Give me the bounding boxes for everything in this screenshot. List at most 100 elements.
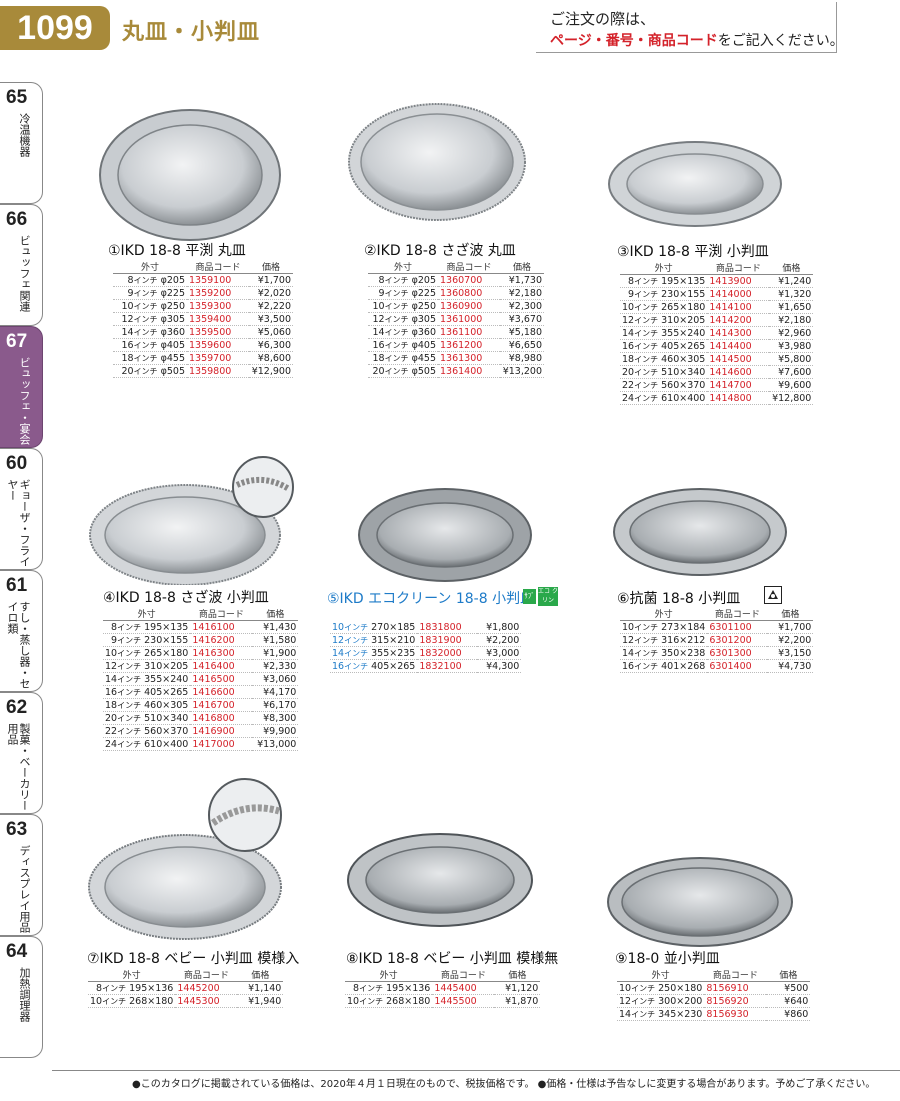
product-code: 1445400	[432, 981, 495, 995]
price: ¥3,500	[249, 312, 293, 326]
tab-67[interactable]: 67 ビュッフェ・宴会	[0, 326, 43, 448]
unit: インチ	[634, 354, 659, 364]
table-row: 16インチ φ405 1361200 ¥6,650	[368, 338, 544, 352]
unit: インチ	[359, 983, 384, 993]
tab-60[interactable]: 60 ギョーザ・フライヤー	[0, 448, 43, 570]
tab-label: ギョーザ・フライヤー	[6, 479, 31, 567]
product-code: 6301400	[707, 659, 768, 673]
product-code: 1416100	[190, 620, 253, 634]
table-row: 24インチ 610×400 1414800 ¥12,800	[620, 391, 814, 405]
price: ¥1,870	[494, 994, 541, 1008]
product-code: 1361400	[438, 364, 500, 378]
product-code: 1416800	[190, 711, 253, 725]
product-code: 6301200	[707, 633, 768, 647]
notice-box	[536, 2, 837, 53]
product-title: ③IKD 18-8 平渕 小判皿	[617, 244, 769, 260]
unit: インチ	[631, 996, 656, 1006]
table-header: 外寸 商品コード 価格	[617, 968, 811, 982]
inch: 18	[622, 353, 635, 365]
unit: インチ	[117, 739, 142, 749]
product-code: 1361100	[438, 325, 500, 339]
size: 230×155	[661, 288, 706, 300]
product-code: 1413900	[707, 274, 770, 288]
size: 350×238	[661, 647, 706, 659]
tab-label: 製菓・ベーカリー用品	[6, 723, 31, 811]
inch: 12	[619, 995, 632, 1007]
table-row: 20インチ 510×340 1416800 ¥8,300	[103, 711, 299, 725]
table-row: 8インチ 195×136 1445400 ¥1,120	[345, 981, 541, 995]
price: ¥2,300	[500, 299, 544, 313]
table-row: 12インチ 316×212 6301200 ¥2,200	[620, 633, 814, 647]
table-row: 18インチ φ455 1361300 ¥8,980	[368, 351, 544, 365]
product-code: 1414100	[707, 300, 770, 314]
spec-table: 外寸 商品コード 価格 8インチ 195×136 1445400 ¥1,120 10イン…	[345, 968, 541, 1008]
table-row: 10インチ 265×180 1416300 ¥1,900	[103, 646, 299, 660]
size: φ205	[411, 274, 436, 286]
inch: 16	[622, 660, 635, 672]
unit: インチ	[133, 275, 158, 285]
price: ¥1,240	[769, 274, 814, 288]
tab-62[interactable]: 62 製菓・ベーカリー用品	[0, 692, 43, 814]
product-code: 1414500	[707, 352, 770, 366]
table-row: 18インチ 460×305 1414500 ¥5,800	[620, 352, 814, 366]
tab-65[interactable]: 65 冷温機器	[0, 82, 43, 204]
price: ¥1,430	[252, 620, 299, 634]
unit: インチ	[344, 622, 369, 632]
product-code: 1414000	[707, 287, 770, 301]
tab-61[interactable]: 61 すし・蒸し器・セイロ類	[0, 570, 43, 692]
product-title: ⑥抗菌 18-8 小判皿	[617, 591, 741, 607]
table-row: 12インチ 300×200 8156920 ¥640	[617, 994, 811, 1008]
price: ¥1,700	[249, 273, 293, 287]
price: ¥4,300	[477, 659, 522, 673]
inch: 12	[372, 313, 385, 325]
col-code: 商品コード	[190, 607, 253, 621]
price: ¥6,650	[500, 338, 544, 352]
table-row: 9インチ 230×155 1414000 ¥1,320	[620, 287, 814, 301]
col-size: 外寸	[345, 968, 433, 982]
inch: 10	[622, 621, 635, 633]
size: 195×136	[129, 982, 174, 994]
price: ¥5,180	[500, 325, 544, 339]
inch: 9	[628, 288, 635, 300]
col-size: 外寸	[368, 260, 438, 274]
col-code: 商品コード	[707, 607, 768, 621]
product-code: 8156910	[704, 981, 767, 995]
baby-oval-plate-plain-image	[347, 833, 533, 927]
tab-64[interactable]: 64 加熱調理器	[0, 936, 43, 1058]
oval-plate-wave-rim-image	[89, 456, 294, 585]
tab-63[interactable]: 63 ディスプレイ用品	[0, 814, 43, 936]
standard-oval-plate-image	[607, 857, 793, 947]
col-code: 商品コード	[704, 968, 767, 982]
unit: インチ	[133, 301, 158, 311]
size: 460×305	[661, 353, 706, 365]
unit: インチ	[133, 353, 158, 363]
product-title: ④IKD 18-8 さざ波 小判皿	[103, 590, 269, 606]
unit: インチ	[634, 328, 659, 338]
col-size: 外寸	[88, 968, 176, 982]
size: 250×180	[658, 982, 703, 994]
price: ¥6,170	[252, 698, 299, 712]
page-title: 丸皿・小判皿	[122, 20, 261, 45]
col-size: 外寸	[620, 261, 708, 275]
inch: 10	[372, 300, 385, 312]
inch: 16	[105, 686, 118, 698]
product-code: 1416300	[190, 646, 253, 660]
tab-number: 63	[6, 819, 28, 840]
unit: インチ	[384, 327, 409, 337]
table-row: 12インチ φ305 1359400 ¥3,500	[113, 312, 293, 326]
inch: 18	[105, 699, 118, 711]
col-price: 価格	[252, 607, 299, 621]
notice-rest: をご記入ください。	[717, 33, 844, 49]
size: 401×268	[661, 660, 706, 672]
table-row: 10インチ 273×184 6301100 ¥1,700	[620, 620, 814, 634]
tab-66[interactable]: 66 ビュッフェ関連	[0, 204, 43, 326]
size: φ225	[411, 287, 436, 299]
col-code: 商品コード	[187, 260, 249, 274]
unit: インチ	[117, 687, 142, 697]
col-size: 外寸	[617, 968, 705, 982]
product-code: 1361200	[438, 338, 500, 352]
product-code: 1359200	[187, 286, 249, 300]
inch: 24	[105, 738, 118, 750]
notice-line1: ご注文の際は、	[550, 10, 656, 28]
size: 265×180	[661, 301, 706, 313]
